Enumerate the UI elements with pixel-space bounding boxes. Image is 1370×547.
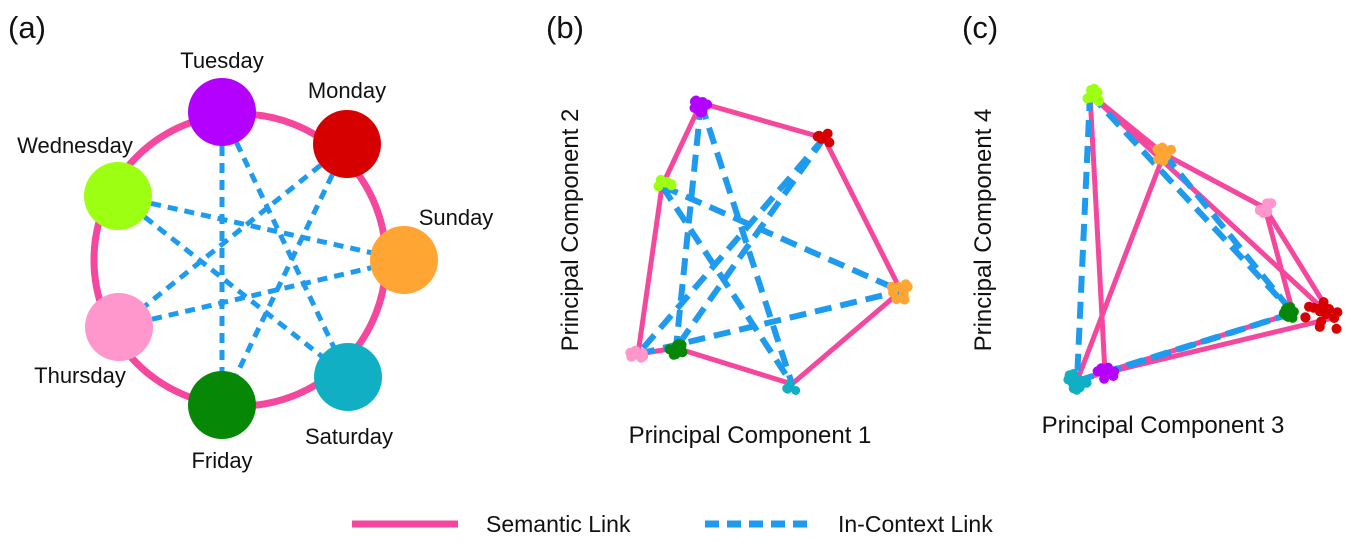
tuesday-point — [1109, 366, 1120, 377]
point-clusters-c — [1063, 83, 1343, 395]
semantic-link-thursday-wednesday — [635, 185, 665, 355]
in-context-link-monday-thursday — [635, 136, 827, 356]
semantic-link-wednesday-tuesday — [659, 101, 704, 188]
in-context-link-tuesday-saturday — [698, 102, 795, 385]
semantic-link-monday-sunday — [821, 136, 904, 293]
in-context-link-tuesday-saturday — [219, 110, 351, 379]
day-node-saturday — [314, 343, 382, 411]
day-label-thursday: Thursday — [34, 363, 126, 388]
panel-c-ylabel: Principal Component 4 — [970, 109, 997, 352]
panel-c: (c) Principal Component 4 Principal Comp… — [962, 10, 1343, 439]
in-context-link-wednesday-sunday — [660, 183, 903, 294]
day-label-friday: Friday — [191, 448, 252, 473]
in-context-link-tuesday-friday — [673, 102, 704, 349]
day-node-monday — [313, 110, 381, 178]
sunday-point — [902, 281, 913, 292]
tuesday-point — [1096, 365, 1107, 376]
monday-point — [818, 132, 828, 143]
day-node-tuesday — [188, 78, 256, 146]
semantic-link-wednesday-monday — [1088, 92, 1335, 320]
panel-c-label: (c) — [962, 10, 998, 45]
thursday-point — [1266, 198, 1277, 209]
monday-point — [1300, 312, 1311, 323]
day-label-monday: Monday — [308, 78, 386, 103]
panel-b-label: (b) — [546, 10, 584, 45]
semantic-link-wednesday-tuesday — [1087, 93, 1108, 374]
semantic-link-sunday-saturday — [1074, 153, 1167, 382]
day-node-sunday — [370, 226, 438, 294]
in-context-link-monday-thursday — [117, 142, 349, 329]
tuesday-point — [1099, 373, 1110, 384]
legend: Semantic Link In-Context Link — [352, 511, 993, 537]
in-context-link-wednesday-sunday — [117, 193, 405, 263]
sunday-point — [888, 287, 898, 298]
in-context-link-sunday-friday — [1161, 152, 1296, 315]
thursday-point — [1258, 208, 1269, 219]
wednesday-point — [662, 177, 673, 188]
tuesday-point — [702, 99, 713, 110]
sunday-point — [899, 294, 910, 305]
monday-point — [1316, 316, 1327, 327]
day-label-sunday: Sunday — [419, 205, 494, 230]
saturday-point — [785, 381, 795, 391]
in-context-link-monday-friday — [673, 136, 827, 350]
monday-point — [1329, 313, 1340, 323]
legend-semantic-label: Semantic Link — [486, 511, 631, 537]
thursday-point — [628, 347, 639, 358]
wednesday-point — [1086, 89, 1097, 100]
day-node-thursday — [85, 293, 153, 361]
day-node-friday — [188, 371, 256, 439]
day-label-saturday: Saturday — [305, 424, 393, 449]
day-nodes — [84, 78, 438, 439]
day-label-wednesday: Wednesday — [17, 133, 133, 158]
in-context-link-thursday-sunday — [637, 288, 902, 357]
saturday-point — [1063, 374, 1074, 385]
legend-in-context-label: In-Context Link — [838, 511, 993, 537]
semantic-link-sunday-thursday — [1162, 151, 1267, 211]
semantic-links-b — [635, 100, 904, 387]
saturday-point — [1074, 382, 1085, 393]
in-context-link-wednesday-saturday — [1074, 93, 1093, 382]
in-context-link-thursday-sunday — [118, 257, 405, 330]
panel-c-xlabel: Principal Component 3 — [1042, 412, 1285, 439]
point-clusters-b — [625, 95, 913, 395]
friday-point — [1287, 312, 1298, 323]
in-context-links-b — [635, 102, 903, 386]
panel-a: (a) Tuesday Monday Wednesday Sunday Thur… — [8, 10, 493, 473]
wednesday-point — [1093, 95, 1104, 106]
tuesday-point — [695, 107, 706, 118]
in-context-links-a — [116, 110, 405, 407]
in-context-link-wednesday-saturday — [116, 194, 350, 379]
monday-point — [1314, 303, 1325, 314]
in-context-link-monday-friday — [219, 142, 350, 407]
panel-a-label: (a) — [8, 10, 46, 45]
semantic-link-tuesday-monday — [700, 100, 825, 141]
in-context-link-wednesday-saturday — [659, 184, 795, 386]
day-label-tuesday: Tuesday — [180, 48, 264, 73]
panel-b-xlabel: Principal Component 1 — [629, 422, 872, 449]
thursday-point — [638, 350, 649, 361]
day-node-wednesday — [84, 162, 152, 230]
sunday-point — [1160, 147, 1171, 158]
monday-point — [1331, 323, 1342, 334]
panel-b: (b) Principal Component 2 Principal Comp… — [546, 10, 913, 449]
panel-b-ylabel: Principal Component 2 — [557, 109, 584, 352]
semantic-link-sunday-saturday — [790, 289, 903, 386]
semantic-link-saturday-friday — [675, 345, 793, 387]
in-context-link-wednesday-friday — [1087, 91, 1296, 316]
friday-point — [670, 344, 681, 355]
wednesday-point — [653, 181, 664, 192]
semantic-link-thursday-friday — [1262, 207, 1296, 314]
